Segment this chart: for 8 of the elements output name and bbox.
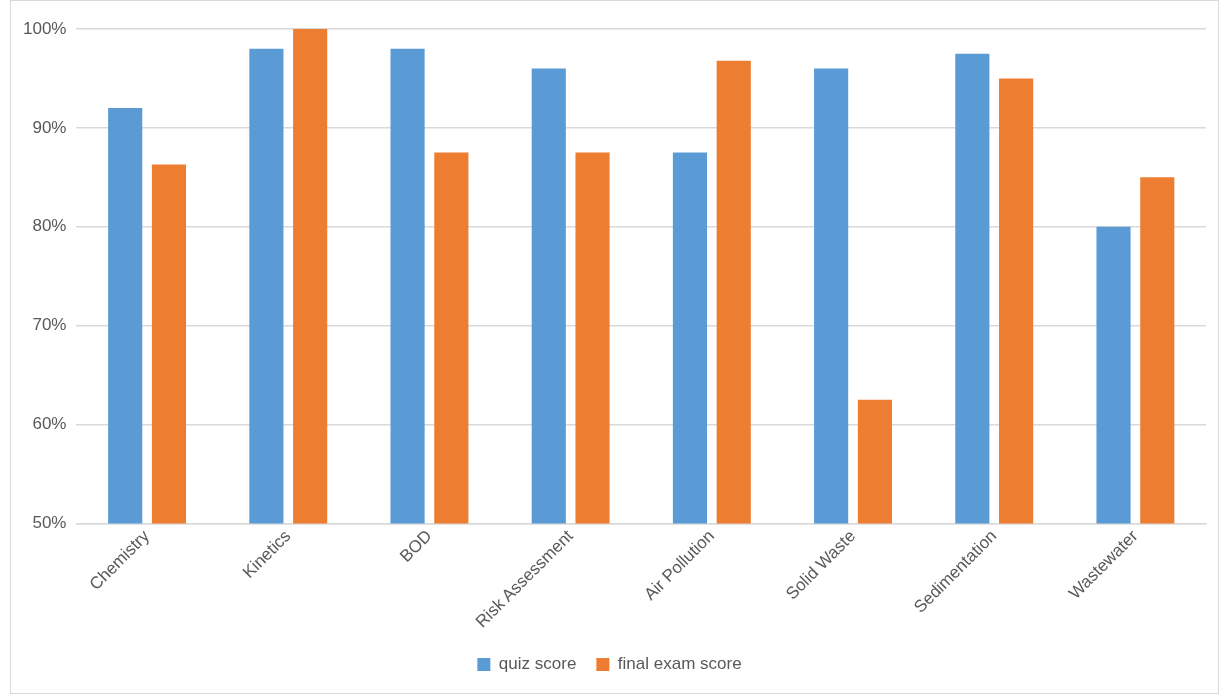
y-tick-label: 70%	[32, 315, 67, 335]
y-tick-label: 100%	[23, 18, 67, 38]
y-tick-label: 80%	[32, 216, 67, 236]
y-tick-label: 50%	[32, 513, 67, 533]
y-tick-label: 90%	[32, 117, 67, 137]
y-tick-label: 60%	[32, 414, 67, 434]
legend-label: final exam score	[617, 654, 742, 674]
legend-label: quiz score	[498, 654, 577, 674]
